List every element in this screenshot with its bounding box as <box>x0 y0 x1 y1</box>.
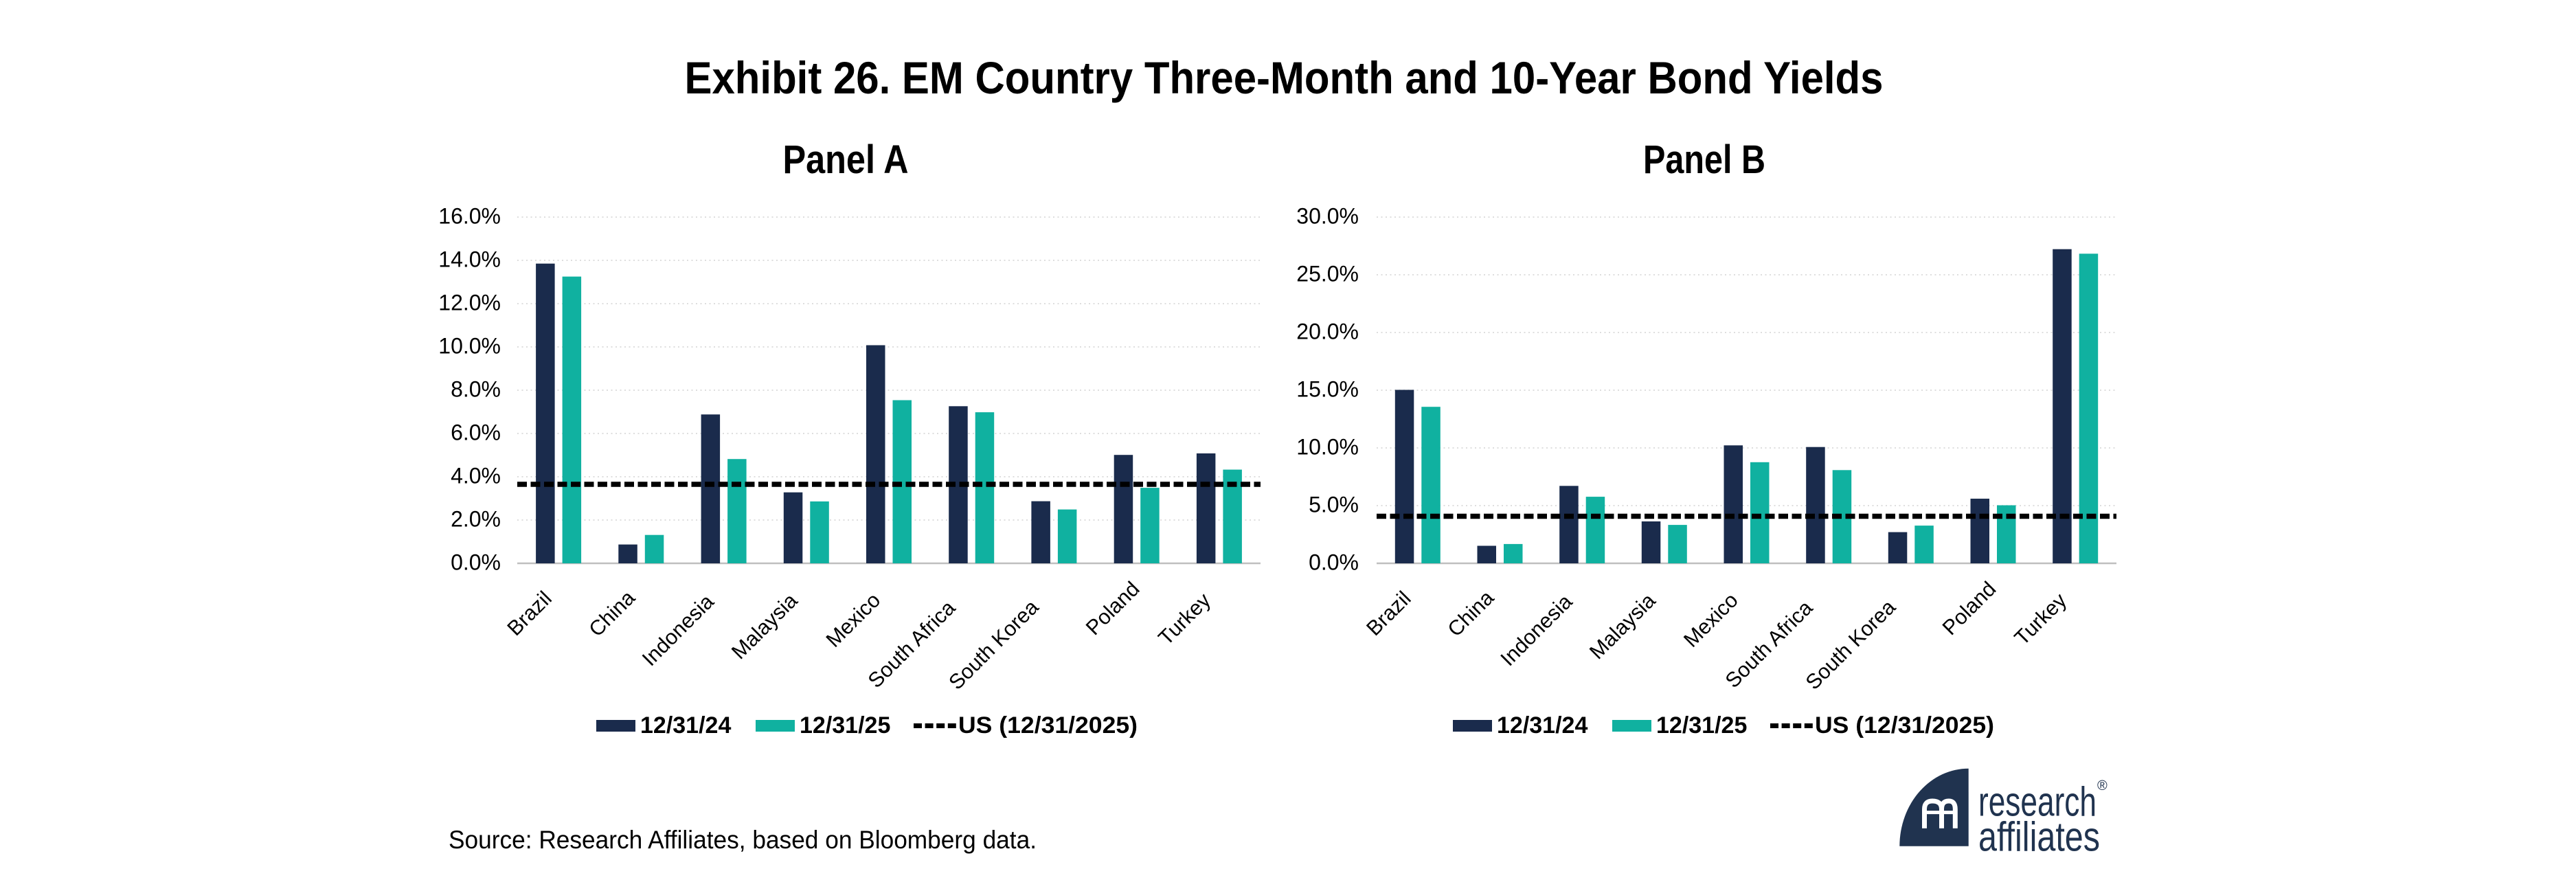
svg-text:®: ® <box>2097 778 2108 793</box>
svg-text:30.0%: 30.0% <box>1296 204 1359 229</box>
svg-text:Source: Research Affiliates, b: Source: Research Affiliates, based on Bl… <box>449 826 1037 854</box>
svg-text:10.0%: 10.0% <box>438 334 501 359</box>
svg-text:8.0%: 8.0% <box>451 377 501 402</box>
svg-text:25.0%: 25.0% <box>1296 262 1359 286</box>
svg-text:0.0%: 0.0% <box>451 550 501 575</box>
svg-text:affiliates: affiliates <box>1978 813 2100 859</box>
svg-text:12/31/25: 12/31/25 <box>800 712 890 738</box>
svg-text:12/31/25: 12/31/25 <box>1656 712 1747 738</box>
svg-text:16.0%: 16.0% <box>438 204 501 229</box>
svg-text:10.0%: 10.0% <box>1296 435 1359 460</box>
svg-text:Exhibit 26. EM Country Three-M: Exhibit 26. EM Country Three-Month and 1… <box>685 52 1884 103</box>
svg-text:6.0%: 6.0% <box>451 420 501 445</box>
svg-text:Panel B: Panel B <box>1643 137 1765 182</box>
svg-text:12/31/24: 12/31/24 <box>640 712 731 738</box>
svg-text:20.0%: 20.0% <box>1296 319 1359 344</box>
svg-text:research: research <box>1978 779 2097 825</box>
svg-text:12/31/24: 12/31/24 <box>1497 712 1588 738</box>
svg-text:2.0%: 2.0% <box>451 507 501 532</box>
svg-text:Panel A: Panel A <box>783 137 909 182</box>
svg-text:5.0%: 5.0% <box>1309 493 1359 517</box>
svg-text:14.0%: 14.0% <box>438 247 501 272</box>
svg-text:US (12/31/2025): US (12/31/2025) <box>1815 712 1994 738</box>
svg-text:12.0%: 12.0% <box>438 291 501 315</box>
svg-text:15.0%: 15.0% <box>1296 377 1359 402</box>
svg-text:US (12/31/2025): US (12/31/2025) <box>958 712 1138 738</box>
svg-text:0.0%: 0.0% <box>1309 550 1359 575</box>
svg-text:4.0%: 4.0% <box>451 464 501 488</box>
